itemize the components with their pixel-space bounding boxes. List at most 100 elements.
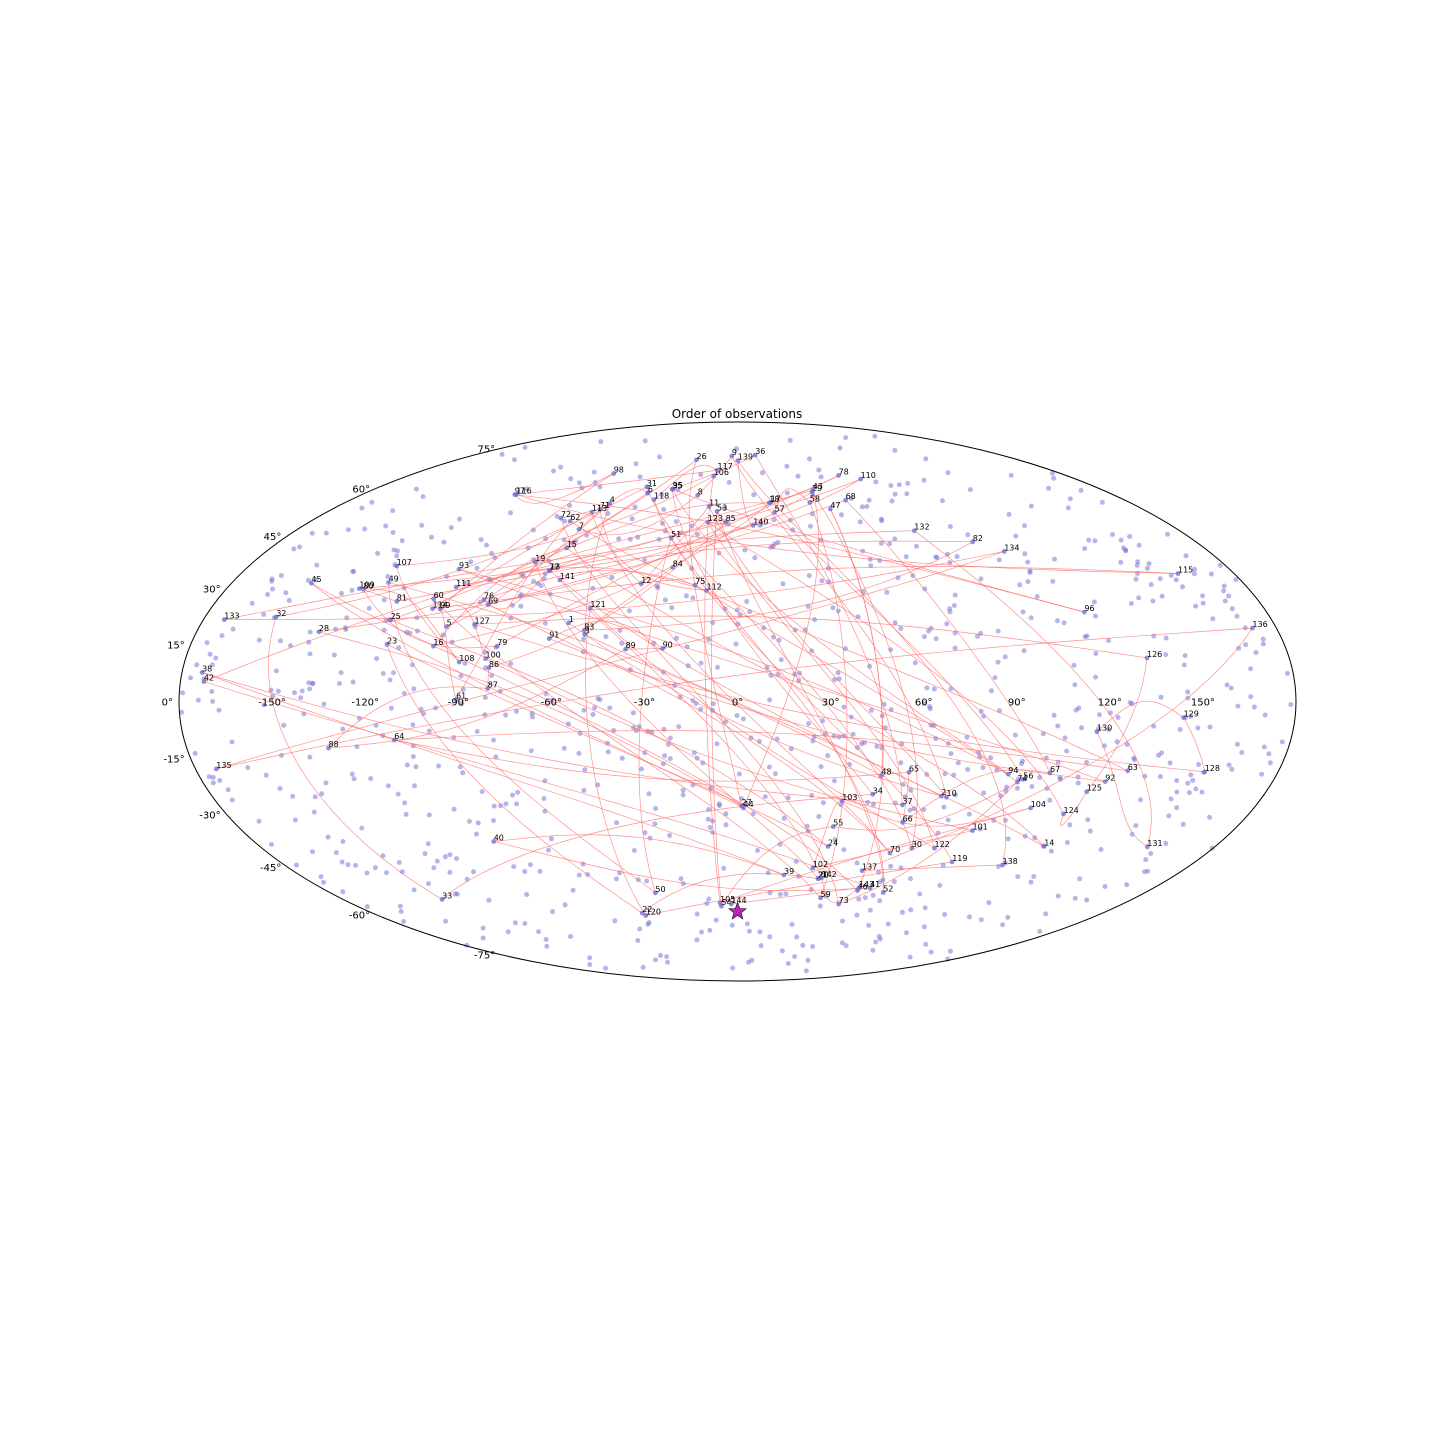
field-point [756,738,762,744]
field-point [1084,897,1090,903]
field-point [554,513,560,519]
field-point [568,934,573,939]
observation-label: 86 [489,660,499,669]
field-point [580,861,586,867]
field-point [677,694,683,700]
lat-tick-label: 15° [167,640,185,651]
field-point [903,554,909,560]
field-point [410,722,416,728]
field-point [515,789,521,795]
field-point [642,830,648,836]
field-point [818,764,824,770]
field-point [1168,796,1174,802]
field-point [493,754,499,760]
observation-point [557,577,563,583]
path-segment [396,540,973,602]
observation-label: 126 [1147,650,1162,659]
field-point [794,934,800,940]
lat-tick-label: -75° [474,951,495,962]
field-point [591,469,597,475]
field-point [690,595,696,601]
field-point [655,585,661,591]
field-point [1262,712,1268,718]
field-point [947,948,953,954]
observation-point [588,605,593,611]
path-segment [483,569,696,600]
observation-label: 124 [1064,806,1079,815]
field-point [1148,582,1154,588]
path-segment [488,499,846,606]
field-point [1062,735,1068,741]
observation-point [858,476,863,482]
observation-label: 16 [433,638,443,647]
field-point [1093,651,1099,656]
path-segment [386,644,643,914]
field-point [1097,712,1102,718]
field-point [528,748,534,754]
field-point [783,891,789,897]
field-point [740,716,746,722]
field-point [755,848,760,853]
observation-label: 131 [1147,839,1162,848]
lat-tick-label: 0° [162,698,173,709]
field-point [940,498,945,504]
field-point [287,643,293,649]
field-point [832,677,838,683]
observation-label: 134 [1004,543,1019,552]
observation-point [453,584,459,590]
field-point [511,864,517,870]
field-point [870,947,876,953]
field-point [676,724,682,730]
field-point [945,470,951,476]
observation-point [582,632,588,637]
field-point [933,636,939,642]
observation-label: 51 [671,530,681,539]
lat-tick-label: -45° [260,863,281,874]
lat-tick-label: 45° [264,532,282,543]
field-point [548,836,554,842]
observation-point [581,627,587,633]
field-point [694,911,700,917]
field-point [1151,723,1157,729]
observation-point [830,824,836,830]
observation-point [752,452,758,458]
field-point [475,820,481,826]
observation-point [199,670,205,675]
field-point [609,575,615,580]
field-point [613,876,619,882]
field-point [1185,780,1191,786]
field-point [723,822,729,828]
field-point [561,745,567,751]
field-point [761,625,767,631]
field-point [698,472,704,478]
path-segment [216,627,1253,770]
field-point [904,491,910,497]
observation-point [273,614,279,620]
field-point [1146,561,1152,567]
path-segment [716,511,884,893]
observation-point [704,588,709,593]
field-point [410,754,416,760]
field-point [922,586,928,592]
observation-point [546,568,552,573]
observation-point [643,913,649,918]
field-point [817,903,823,909]
path-segment [446,503,611,627]
path-segment [432,511,593,609]
field-point [508,510,513,516]
path-segment [549,570,1045,847]
field-point [353,862,359,868]
field-point [359,505,365,511]
observation-point [880,890,886,895]
observation-label: 115 [1178,566,1193,575]
observation-point [909,845,915,851]
observation-point [491,839,497,844]
field-point [269,576,275,582]
field-point [1210,616,1216,622]
field-point [714,741,720,747]
field-point [413,764,419,770]
field-point [965,767,971,772]
field-point [603,634,609,640]
field-point [742,547,748,553]
